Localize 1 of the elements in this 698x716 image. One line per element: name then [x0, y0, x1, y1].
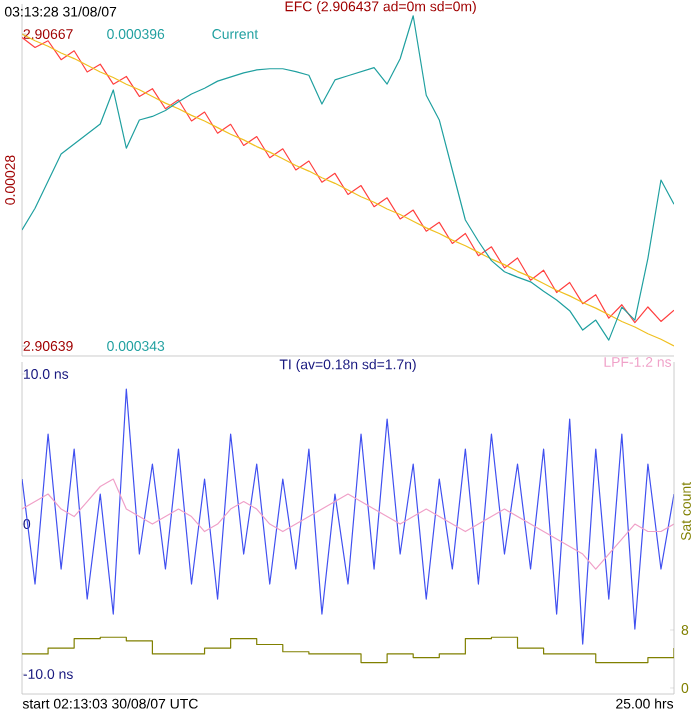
line-series — [22, 388, 674, 645]
